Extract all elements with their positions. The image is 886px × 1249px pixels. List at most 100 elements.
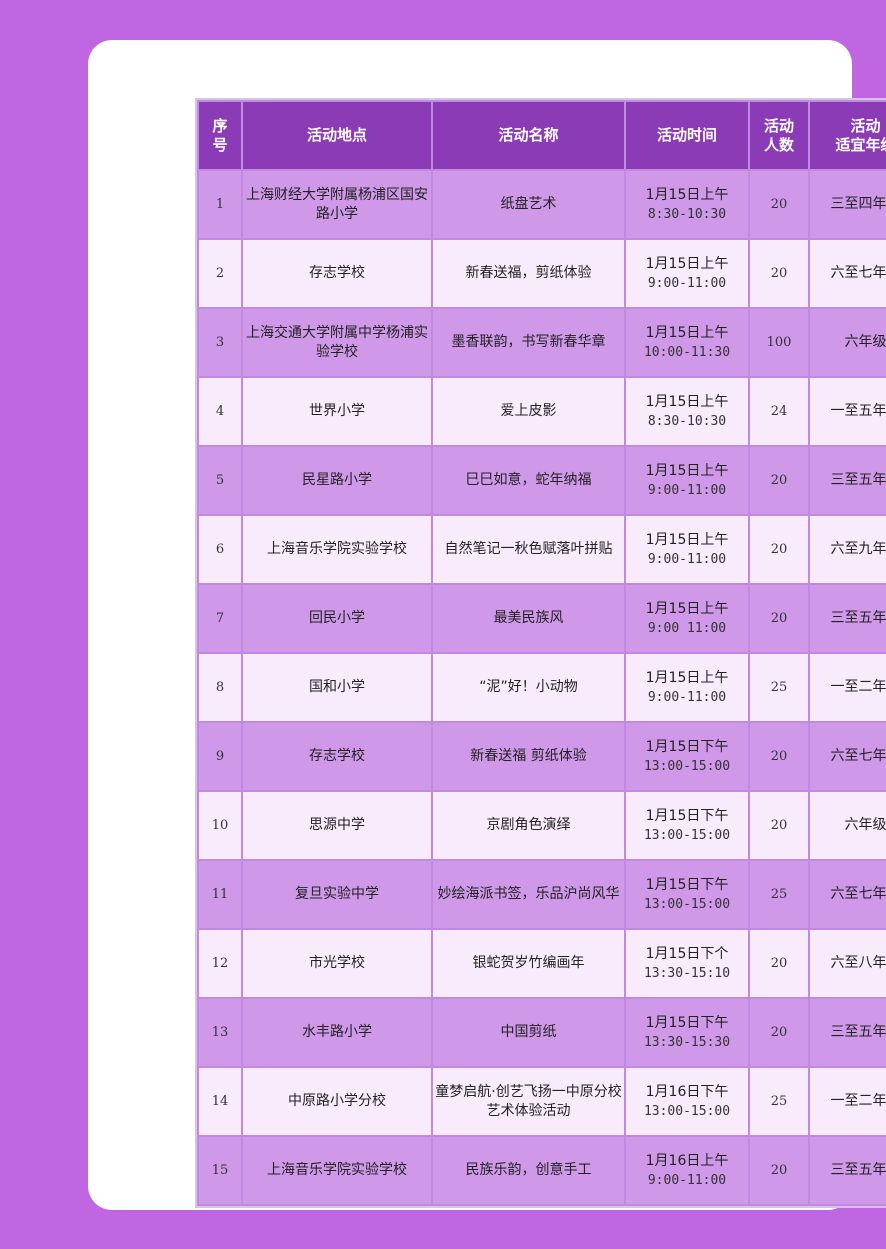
cell-time-range: 9:00-11:00: [647, 275, 727, 291]
cell-count: 20: [748, 721, 810, 792]
cell-time: 1月15日下午 13:00-15:00: [624, 721, 750, 792]
cell-index: 9: [197, 721, 243, 792]
cell-location: 上海财经大学附属杨浦区国安路小学: [241, 169, 433, 240]
cell-grade: 一至五年级: [808, 376, 886, 447]
cell-count: 20: [748, 790, 810, 861]
cell-date: 1月15日下午: [645, 807, 729, 824]
cell-index: 12: [197, 928, 243, 999]
header-count-line1: 活动: [763, 116, 794, 135]
cell-grade: 六至九年级: [808, 514, 886, 585]
cell-location: 上海交通大学附属中学杨浦实验学校: [241, 307, 433, 378]
cell-index: 7: [197, 583, 243, 654]
cell-time-range: 10:00-11:30: [643, 344, 731, 360]
cell-index: 3: [197, 307, 243, 378]
cell-activity-name: 中国剪纸: [431, 997, 626, 1068]
cell-index: 13: [197, 997, 243, 1068]
cell-location: 存志学校: [241, 721, 433, 792]
cell-index: 1: [197, 169, 243, 240]
cell-grade: 一至二年级: [808, 652, 886, 723]
header-name: 活动名称: [431, 100, 626, 171]
header-index-line2: 号: [212, 135, 228, 154]
cell-time-range: 9:00 11:00: [647, 620, 727, 636]
cell-grade: 三至五年级: [808, 1135, 886, 1206]
cell-activity-name: 新春送福，剪纸体验: [431, 238, 626, 309]
cell-time-range: 13:00-15:00: [643, 1103, 731, 1119]
cell-activity-name: “泥”好！小动物: [431, 652, 626, 723]
cell-date: 1月15日下午: [645, 738, 729, 755]
cell-grade: 六年级: [808, 307, 886, 378]
cell-location: 世界小学: [241, 376, 433, 447]
cell-activity-name: 最美民族风: [431, 583, 626, 654]
cell-date: 1月15日上午: [645, 186, 729, 203]
cell-count: 20: [748, 169, 810, 240]
table-row: 15 上海音乐学院实验学校 民族乐韵，创意手工 1月16日上午 9:00-11:00 20…: [197, 1135, 886, 1206]
cell-count: 20: [748, 238, 810, 309]
cell-date: 1月15日上午: [645, 324, 729, 341]
cell-count: 25: [748, 859, 810, 930]
cell-location: 复旦实验中学: [241, 859, 433, 930]
cell-grade: 三至五年级: [808, 583, 886, 654]
cell-date: 1月15日上午: [645, 462, 729, 479]
cell-index: 2: [197, 238, 243, 309]
cell-time: 1月15日下午 13:00-15:00: [624, 790, 750, 861]
cell-time: 1月15日上午 9:00-11:00: [624, 238, 750, 309]
cell-activity-name: 巳巳如意，蛇年纳福: [431, 445, 626, 516]
cell-activity-name: 银蛇贺岁竹编画年: [431, 928, 626, 999]
cell-count: 25: [748, 1066, 810, 1137]
cell-count: 20: [748, 445, 810, 516]
cell-activity-name: 京剧角色演绎: [431, 790, 626, 861]
cell-date: 1月15日上午: [645, 393, 729, 410]
cell-date: 1月15日下午: [645, 1014, 729, 1031]
cell-time: 1月15日下午 13:00-15:00: [624, 859, 750, 930]
cell-date: 1月15日上午: [645, 255, 729, 272]
cell-time-range: 9:00-11:00: [647, 482, 727, 498]
cell-time: 1月15日下个 13:30-15:10: [624, 928, 750, 999]
cell-time-range: 9:00-11:00: [647, 689, 727, 705]
cell-time-range: 13:00-15:00: [643, 896, 731, 912]
header-count-line2: 人数: [763, 135, 794, 154]
cell-location: 存志学校: [241, 238, 433, 309]
cell-activity-name: 墨香联韵，书写新春华章: [431, 307, 626, 378]
cell-count: 20: [748, 1135, 810, 1206]
table-row: 6 上海音乐学院实验学校 自然笔记一秋色赋落叶拼贴 1月15日上午 9:00-11:00…: [197, 514, 886, 585]
header-index-line1: 序: [212, 116, 228, 135]
cell-time: 1月15日上午 9:00-11:00: [624, 514, 750, 585]
header-time: 活动时间: [624, 100, 750, 171]
table-row: 11 复旦实验中学 妙绘海派书签，乐品沪尚风华 1月15日下午 13:00-15:00 2…: [197, 859, 886, 930]
cell-count: 24: [748, 376, 810, 447]
cell-grade: 三至五年级: [808, 445, 886, 516]
cell-count: 25: [748, 652, 810, 723]
table-row: 3 上海交通大学附属中学杨浦实验学校 墨香联韵，书写新春华章 1月15日上午 10:00…: [197, 307, 886, 378]
cell-grade: 六至七年级: [808, 238, 886, 309]
cell-grade: 三至四年级: [808, 169, 886, 240]
cell-location: 回民小学: [241, 583, 433, 654]
cell-time-range: 13:30-15:30: [643, 1034, 731, 1050]
cell-count: 20: [748, 928, 810, 999]
cell-time-range: 8:30-10:30: [647, 206, 727, 222]
cell-grade: 六至七年级: [808, 721, 886, 792]
cell-index: 8: [197, 652, 243, 723]
cell-location: 中原路小学分校: [241, 1066, 433, 1137]
cell-time: 1月16日下午 13:00-15:00: [624, 1066, 750, 1137]
table-row: 10 思源中学 京剧角色演绎 1月15日下午 13:00-15:00 20 六年级: [197, 790, 886, 861]
cell-location: 市光学校: [241, 928, 433, 999]
cell-grade: 六年级: [808, 790, 886, 861]
header-index: 序号: [197, 100, 243, 171]
cell-date: 1月15日下个: [645, 945, 729, 962]
cell-date: 1月15日上午: [645, 531, 729, 548]
cell-date: 1月15日上午: [645, 669, 729, 686]
cell-time-range: 13:00-15:00: [643, 827, 731, 843]
cell-time-range: 13:30-15:10: [643, 965, 731, 981]
cell-time: 1月15日上午 8:30-10:30: [624, 169, 750, 240]
cell-count: 100: [748, 307, 810, 378]
cell-location: 民星路小学: [241, 445, 433, 516]
